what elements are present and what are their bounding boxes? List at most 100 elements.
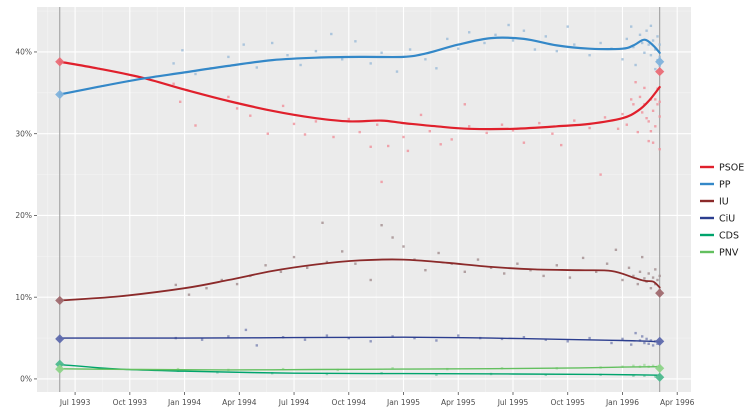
poll-point bbox=[651, 364, 655, 367]
poll-point bbox=[292, 255, 296, 259]
poll-point bbox=[533, 48, 537, 51]
x-tick-label: Apr 1995 bbox=[441, 398, 476, 407]
poll-point bbox=[437, 251, 440, 255]
poll-point bbox=[249, 114, 252, 117]
poll-point bbox=[632, 103, 635, 106]
poll-points-pp bbox=[172, 23, 661, 76]
poll-point bbox=[299, 63, 302, 67]
poll-point bbox=[638, 270, 642, 273]
poll-point bbox=[588, 336, 591, 340]
poll-point bbox=[542, 274, 545, 278]
poll-point bbox=[369, 145, 372, 148]
poll-point bbox=[656, 342, 659, 345]
poll-point bbox=[271, 41, 274, 45]
trend-line-psoe bbox=[58, 60, 661, 131]
poll-point bbox=[380, 224, 383, 227]
poll-point bbox=[566, 340, 569, 343]
poll-point bbox=[566, 25, 569, 28]
poll-point bbox=[643, 86, 646, 90]
poll-point bbox=[641, 111, 644, 114]
poll-point bbox=[658, 115, 661, 118]
plot-panel bbox=[37, 7, 691, 392]
legend-label: CiU bbox=[719, 213, 735, 224]
poll-point bbox=[369, 340, 372, 343]
poll-point bbox=[511, 129, 515, 132]
poll-point bbox=[303, 133, 307, 136]
poll-point bbox=[621, 58, 624, 61]
poll-point bbox=[235, 282, 239, 286]
poll-point bbox=[658, 100, 661, 103]
poll-point bbox=[632, 274, 635, 278]
poll-point bbox=[227, 55, 230, 59]
poll-point bbox=[656, 103, 659, 106]
poll-point bbox=[573, 43, 576, 46]
poll-point bbox=[636, 130, 639, 134]
poll-point bbox=[435, 373, 438, 376]
poll-point bbox=[654, 268, 657, 271]
poll-point bbox=[435, 339, 438, 342]
poll-point bbox=[483, 41, 486, 45]
poll-point bbox=[424, 58, 427, 61]
poll-point bbox=[314, 120, 318, 123]
poll-point bbox=[227, 95, 230, 99]
poll-point bbox=[573, 119, 576, 122]
poll-point bbox=[446, 37, 449, 41]
poll-point bbox=[603, 116, 607, 119]
poll-point bbox=[658, 43, 661, 46]
poll-point bbox=[516, 262, 519, 265]
poll-point bbox=[643, 363, 646, 367]
poll-point bbox=[634, 81, 637, 84]
poll-point bbox=[621, 337, 624, 341]
legend-label: IU bbox=[719, 196, 729, 207]
poll-point bbox=[172, 62, 175, 65]
poll-point bbox=[450, 138, 453, 141]
poll-point bbox=[636, 282, 639, 286]
y-tick-label: 30% bbox=[15, 129, 32, 138]
poll-point bbox=[347, 117, 350, 121]
election-result-diamond-ciu bbox=[55, 334, 65, 344]
poll-point bbox=[638, 95, 642, 99]
poll-point bbox=[616, 127, 620, 130]
legend-item-iu: IU bbox=[700, 196, 729, 207]
election-result-diamond-pnv bbox=[55, 364, 65, 374]
poll-point bbox=[632, 364, 635, 367]
election-result-diamond-cds bbox=[655, 372, 665, 382]
gridlines bbox=[37, 7, 691, 392]
poll-point bbox=[656, 35, 659, 38]
poll-point bbox=[457, 47, 460, 50]
poll-point bbox=[369, 278, 372, 282]
poll-point bbox=[643, 277, 646, 280]
legend-label: CDS bbox=[719, 230, 739, 241]
poll-point bbox=[522, 336, 526, 339]
legend-item-ciu: CiU bbox=[700, 213, 735, 224]
poll-point bbox=[614, 248, 618, 251]
poll-point bbox=[200, 338, 204, 341]
poll-point bbox=[341, 250, 344, 253]
poll-point bbox=[347, 336, 350, 340]
poll-point bbox=[174, 283, 177, 287]
poll-point bbox=[194, 124, 197, 127]
poll-point bbox=[647, 120, 650, 123]
poll-point bbox=[632, 374, 635, 377]
poll-point bbox=[630, 25, 633, 28]
election-result-diamond-cds bbox=[55, 359, 65, 369]
poll-point bbox=[610, 341, 613, 345]
x-tick-label: Jul 1993 bbox=[59, 398, 91, 407]
poll-point bbox=[463, 103, 466, 106]
trend-line-pp bbox=[58, 36, 661, 96]
poll-point bbox=[522, 141, 526, 144]
poll-point bbox=[651, 276, 655, 279]
y-tick-label: 40% bbox=[15, 48, 32, 57]
poll-point bbox=[641, 255, 644, 259]
poll-point bbox=[647, 272, 650, 275]
poll-point bbox=[651, 109, 655, 112]
poll-point bbox=[306, 266, 309, 269]
poll-point bbox=[654, 98, 657, 101]
poll-point bbox=[511, 39, 515, 42]
poll-points-psoe bbox=[172, 81, 661, 184]
poll-point bbox=[387, 144, 390, 148]
poll-point bbox=[560, 143, 563, 147]
poll-point bbox=[647, 342, 650, 345]
